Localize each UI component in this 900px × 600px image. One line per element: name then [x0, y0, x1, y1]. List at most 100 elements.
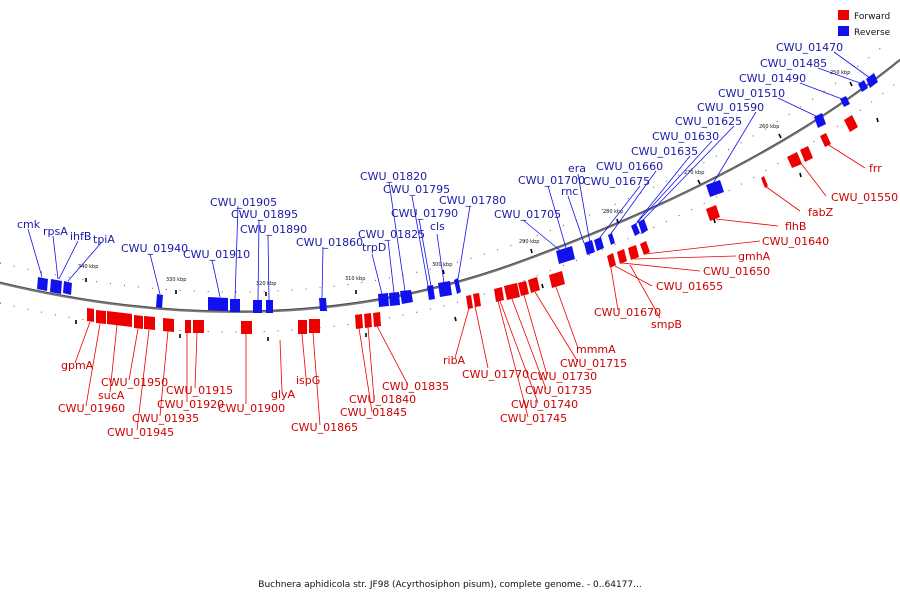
gene-arrow[interactable] [63, 281, 72, 295]
gene-arrow[interactable] [608, 233, 615, 245]
gene-label[interactable]: CWU_01490 [739, 72, 806, 85]
gene-label[interactable]: CWU_01745 [500, 412, 567, 425]
gene-arrow[interactable] [706, 180, 724, 197]
gene-arrow[interactable] [156, 294, 163, 308]
gene-arrow[interactable] [241, 321, 252, 334]
gene-arrow[interactable] [640, 241, 650, 255]
gene-label[interactable]: gmhA [738, 250, 771, 263]
gene-label[interactable]: frr [869, 162, 882, 175]
gene-label[interactable]: CWU_01640 [762, 235, 829, 248]
gene-label[interactable]: CWU_01700 [518, 174, 585, 187]
gene-label[interactable]: cmk [17, 218, 41, 231]
gene-arrow[interactable] [820, 133, 831, 147]
gene-arrow[interactable] [518, 281, 529, 296]
gene-label[interactable]: CWU_01660 [596, 160, 663, 173]
gene-label[interactable]: CWU_01845 [340, 406, 407, 419]
gene-arrow[interactable] [607, 253, 616, 268]
gene-label[interactable]: ribA [443, 354, 466, 367]
gene-label[interactable]: gpmA [61, 359, 94, 372]
gene-label[interactable]: CWU_01675 [583, 175, 650, 188]
gene-arrow[interactable] [706, 205, 720, 221]
gene-label[interactable]: flhB [785, 220, 806, 233]
gene-label[interactable]: CWU_01470 [776, 41, 843, 54]
gene-label[interactable]: CWU_01770 [462, 368, 529, 381]
gene-label[interactable]: CWU_01905 [210, 196, 277, 209]
gene-label[interactable]: CWU_01960 [58, 402, 125, 415]
gene-arrow[interactable] [37, 277, 48, 291]
gene-label[interactable]: CWU_01590 [697, 101, 764, 114]
gene-label[interactable]: CWU_01945 [107, 426, 174, 439]
gene-label[interactable]: CWU_01835 [382, 380, 449, 393]
gene-label[interactable]: tpiA [93, 233, 115, 246]
gene-arrow[interactable] [107, 311, 132, 327]
gene-arrow[interactable] [594, 237, 604, 251]
gene-arrow[interactable] [454, 278, 461, 294]
gene-arrow[interactable] [50, 279, 62, 294]
gene-arrow[interactable] [144, 316, 155, 330]
gene-arrow[interactable] [266, 300, 273, 313]
gene-arrow[interactable] [319, 298, 327, 311]
gene-arrow[interactable] [364, 313, 372, 328]
gene-arrow[interactable] [378, 293, 389, 307]
gene-arrow[interactable] [858, 80, 868, 92]
gene-label[interactable]: trpD [362, 241, 386, 254]
gene-arrow[interactable] [427, 285, 435, 300]
gene-label[interactable]: smpB [651, 318, 682, 331]
gene-arrow[interactable] [556, 246, 575, 264]
gene-label[interactable]: CWU_01900 [218, 402, 285, 415]
gene-label[interactable]: CWU_01630 [652, 130, 719, 143]
gene-label[interactable]: CWU_01485 [760, 57, 827, 70]
gene-arrow[interactable] [253, 300, 262, 313]
gene-arrow[interactable] [466, 295, 473, 309]
gene-label[interactable]: CWU_01865 [291, 421, 358, 434]
gene-label[interactable]: CWU_01510 [718, 87, 785, 100]
gene-label[interactable]: CWU_01915 [166, 384, 233, 397]
gene-label[interactable]: CWU_01795 [383, 183, 450, 196]
gene-label[interactable]: CWU_01790 [391, 207, 458, 220]
gene-arrow[interactable] [373, 312, 381, 327]
gene-label[interactable]: CWU_01625 [675, 115, 742, 128]
gene-label[interactable]: CWU_01550 [831, 191, 898, 204]
gene-arrow[interactable] [840, 96, 850, 107]
gene-label[interactable]: era [568, 162, 586, 175]
gene-label[interactable]: CWU_01780 [439, 194, 506, 207]
gene-label[interactable]: CWU_01715 [560, 357, 627, 370]
gene-label[interactable]: CWU_01825 [358, 228, 425, 241]
gene-arrow[interactable] [96, 310, 106, 324]
gene-label[interactable]: rpsA [43, 225, 68, 238]
gene-arrow[interactable] [400, 290, 413, 304]
gene-label[interactable]: CWU_01820 [360, 170, 427, 183]
gene-label[interactable]: sucA [98, 389, 125, 402]
gene-arrow[interactable] [87, 308, 94, 322]
gene-arrow[interactable] [134, 315, 143, 329]
gene-arrow[interactable] [787, 152, 802, 168]
gene-arrow[interactable] [438, 281, 452, 297]
gene-label[interactable]: CWU_01705 [494, 208, 561, 221]
gene-arrow[interactable] [193, 320, 204, 333]
gene-arrow[interactable] [389, 292, 400, 306]
gene-arrow[interactable] [208, 297, 228, 311]
gene-label[interactable]: CWU_01940 [121, 242, 188, 255]
gene-arrow[interactable] [473, 293, 481, 307]
gene-arrow[interactable] [628, 245, 639, 260]
gene-arrow[interactable] [549, 271, 565, 288]
gene-label[interactable]: CWU_01735 [525, 384, 592, 397]
gene-arrow[interactable] [584, 240, 595, 255]
gene-label[interactable]: CWU_01935 [132, 412, 199, 425]
gene-label[interactable]: ispG [296, 374, 320, 387]
gene-arrow[interactable] [504, 283, 520, 300]
gene-label[interactable]: CWU_01920 [157, 398, 224, 411]
gene-arrow[interactable] [800, 146, 813, 162]
gene-label[interactable]: CWU_01740 [511, 398, 578, 411]
gene-label[interactable]: rnc [561, 185, 578, 198]
gene-label[interactable]: glyA [271, 388, 296, 401]
gene-label[interactable]: CWU_01910 [183, 248, 250, 261]
gene-arrow[interactable] [844, 115, 858, 132]
gene-label[interactable]: mmmA [576, 343, 616, 356]
gene-label[interactable]: CWU_01635 [631, 145, 698, 158]
gene-arrow[interactable] [638, 219, 648, 234]
gene-label[interactable]: fabZ [808, 206, 834, 219]
gene-arrow[interactable] [163, 318, 174, 332]
gene-arrow[interactable] [309, 319, 320, 333]
gene-label[interactable]: cls [430, 220, 445, 233]
